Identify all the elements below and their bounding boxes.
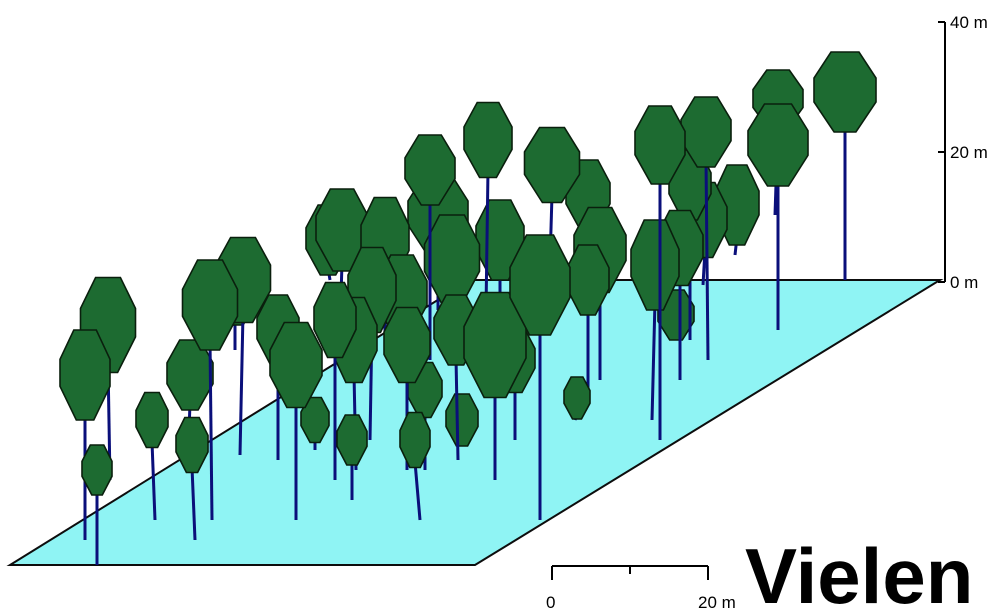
- tree-crown: [813, 51, 877, 133]
- tree-crown: [445, 393, 479, 447]
- tree: [269, 321, 323, 520]
- tree-crown: [175, 416, 209, 474]
- tree-crown: [463, 101, 513, 179]
- tree-trunk: [413, 461, 422, 521]
- scale-bar-start-label: 0: [546, 593, 555, 612]
- height-axis-label-40: 40 m: [950, 13, 988, 32]
- caption-text: Vielen: [745, 532, 973, 614]
- tree-crown: [523, 126, 581, 204]
- tree: [81, 444, 113, 565]
- tree: [399, 411, 431, 521]
- tree: [135, 391, 169, 521]
- tree-stand: [59, 51, 877, 565]
- tree-crown: [313, 281, 357, 359]
- tree: [747, 103, 809, 330]
- tree-crown: [81, 444, 113, 496]
- tree-trunk: [208, 340, 214, 521]
- tree: [181, 259, 239, 521]
- tree-trunk: [454, 357, 460, 461]
- tree-trunk: [190, 466, 197, 541]
- tree-crown: [630, 219, 680, 311]
- tree-crown: [181, 259, 239, 351]
- tree-crown: [399, 411, 431, 469]
- tree-crown: [383, 306, 431, 384]
- tree-trunk: [704, 159, 710, 361]
- tree: [563, 376, 591, 421]
- tree: [634, 105, 686, 440]
- tree-crown: [747, 103, 809, 187]
- scale-bar: 0 20 m: [546, 565, 736, 612]
- tree: [813, 51, 877, 280]
- tree: [336, 414, 368, 500]
- tree-crown: [634, 105, 686, 185]
- tree: [445, 393, 479, 447]
- tree: [300, 396, 330, 450]
- scale-bar-end-label: 20 m: [698, 593, 736, 612]
- tree-crown: [336, 414, 368, 466]
- tree-crown: [563, 376, 591, 420]
- tree-trunk: [650, 300, 657, 421]
- tree-crown: [509, 234, 571, 336]
- tree-trunk: [238, 313, 245, 456]
- tree: [509, 234, 571, 520]
- tree-crown: [404, 134, 456, 206]
- tree: [630, 219, 680, 421]
- height-axis: 40 m 20 m 0 m: [938, 13, 988, 292]
- tree: [175, 416, 209, 541]
- tree-trunk: [150, 441, 157, 521]
- height-axis-label-20: 20 m: [950, 143, 988, 162]
- tree-crown: [135, 391, 169, 449]
- tree: [59, 329, 111, 540]
- tree-crown: [59, 329, 111, 421]
- tree: [313, 281, 357, 480]
- tree: [566, 244, 610, 400]
- tree-crown: [300, 396, 330, 444]
- height-axis-label-0: 0 m: [950, 273, 978, 292]
- tree-crown: [269, 321, 323, 409]
- tree: [680, 96, 732, 361]
